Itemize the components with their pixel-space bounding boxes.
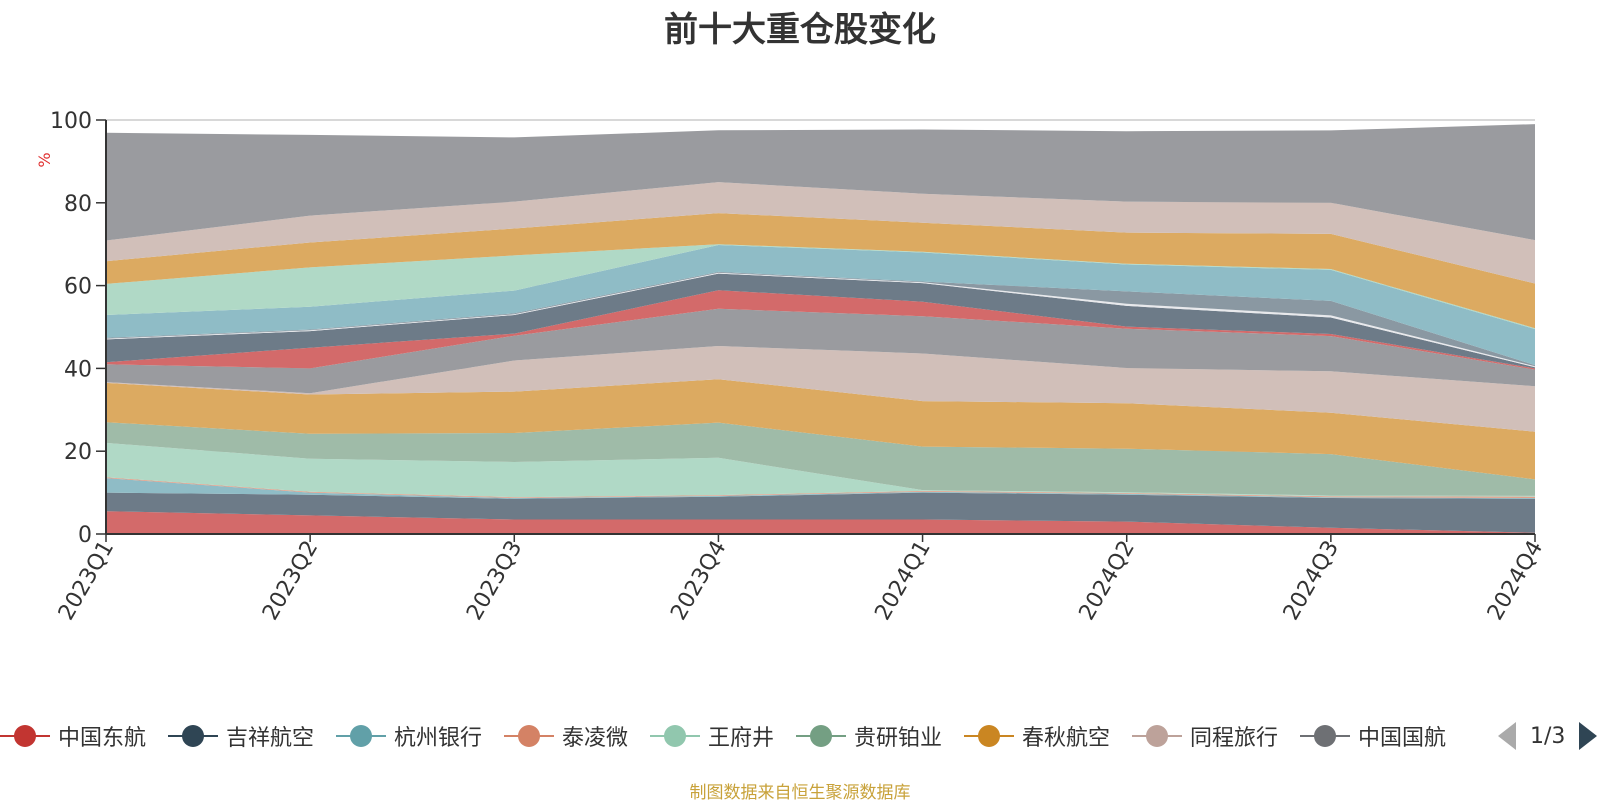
- area-series-16: [106, 213, 1535, 329]
- legend-marker-icon: [650, 716, 700, 756]
- legend-prev-page-icon[interactable]: [1498, 722, 1516, 750]
- y-tick-label: 80: [64, 192, 92, 217]
- chart-title: 前十大重仓股变化: [664, 10, 936, 50]
- legend-page-indicator: 1/3: [1530, 723, 1566, 749]
- y-tick-label: 40: [64, 357, 92, 382]
- legend-marker-icon: [504, 716, 554, 756]
- legend-item-1[interactable]: 中国东航: [0, 716, 146, 756]
- legend-marker-icon: [1132, 716, 1182, 756]
- area-series-2: [106, 492, 1535, 533]
- x-tick-label: 2023Q4: [666, 537, 731, 625]
- area-series-9: [106, 308, 1535, 394]
- legend-marker-icon: [336, 716, 386, 756]
- area-series-7: [106, 379, 1535, 480]
- x-tick-label: 2024Q1: [870, 537, 935, 625]
- legend-item-5[interactable]: 王府井: [650, 716, 774, 756]
- x-tick-label: 2023Q3: [462, 537, 527, 625]
- area-series-15: [106, 244, 1535, 330]
- legend-marker-icon: [0, 716, 50, 756]
- y-tick-label: 100: [50, 109, 92, 134]
- legend-label: 吉祥航空: [226, 726, 315, 751]
- data-source-note: 制图数据来自恒生聚源数据库: [689, 783, 911, 803]
- area-series-14: [106, 245, 1535, 366]
- y-unit-label: %: [35, 152, 54, 167]
- legend-label: 同程旅行: [1190, 726, 1279, 751]
- area-series-8: [106, 346, 1535, 432]
- stacked-area-chart: 0 20 40 60 80 100 2023Q1 2023Q2 2023Q3 2023Q4 2024…: [35, 109, 1548, 625]
- legend-item-8[interactable]: 同程旅行: [1132, 716, 1278, 756]
- legend-item-7[interactable]: 春秋航空: [964, 716, 1110, 756]
- area-series-1: [106, 511, 1535, 534]
- area-series-13: [106, 271, 1535, 367]
- legend-label: 春秋航空: [1022, 726, 1111, 751]
- legend-pager: 1/3: [1498, 716, 1598, 756]
- area-series-5: [106, 442, 1535, 498]
- area-series-18: [106, 124, 1535, 241]
- legend-item-6[interactable]: 贵研铂业: [796, 716, 942, 756]
- area-series-11: [106, 273, 1535, 369]
- legend-item-2[interactable]: 吉祥航空: [168, 716, 314, 756]
- x-tick-label: 2024Q4: [1483, 537, 1548, 625]
- area-series-layer: [106, 124, 1535, 534]
- legend-label: 贵研铂业: [854, 726, 943, 751]
- x-tick-label: 2023Q1: [54, 537, 119, 625]
- legend-item-9[interactable]: 中国国航: [1300, 716, 1446, 756]
- legend-marker-icon: [964, 716, 1014, 756]
- area-series-17: [106, 182, 1535, 284]
- legend-label: 泰凌微: [562, 726, 629, 751]
- y-tick-label: 60: [64, 275, 92, 300]
- x-tick-label: 2023Q2: [258, 537, 323, 625]
- legend-item-4[interactable]: 泰凌微: [504, 716, 628, 756]
- legend-items: 中国东航 吉祥航空 杭州银行 泰凌微 王府井 贵研铂业 春秋航空 同程旅行 中国国航: [0, 716, 1482, 756]
- y-tick-label: 20: [64, 440, 92, 465]
- legend-label: 王府井: [708, 726, 775, 751]
- legend-label: 杭州银行: [394, 726, 483, 751]
- y-tick-label: 0: [78, 523, 92, 548]
- area-series-10: [106, 290, 1535, 370]
- legend-marker-icon: [1300, 716, 1350, 756]
- legend-label: 中国东航: [58, 726, 147, 751]
- legend: 中国东航 吉祥航空 杭州银行 泰凌微 王府井 贵研铂业 春秋航空 同程旅行 中国国航 1/3: [0, 716, 1600, 756]
- legend-label: 中国国航: [1358, 726, 1447, 751]
- legend-marker-icon: [168, 716, 218, 756]
- x-tick-label: 2024Q3: [1279, 537, 1344, 625]
- legend-next-page-icon[interactable]: [1579, 722, 1598, 750]
- area-series-6: [106, 422, 1535, 496]
- legend-item-3[interactable]: 杭州银行: [336, 716, 482, 756]
- legend-marker-icon: [796, 716, 846, 756]
- x-tick-label: 2024Q2: [1075, 537, 1140, 625]
